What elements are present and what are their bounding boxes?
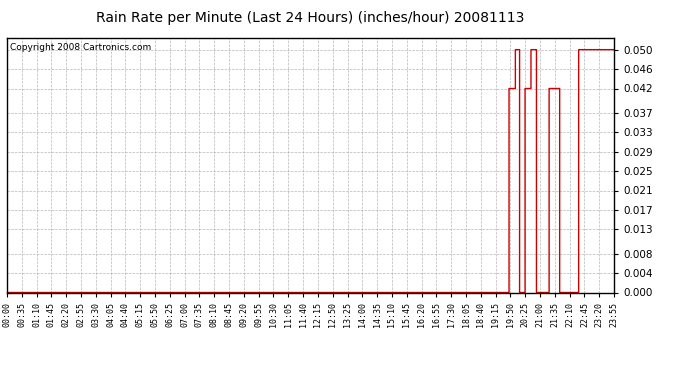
Text: Rain Rate per Minute (Last 24 Hours) (inches/hour) 20081113: Rain Rate per Minute (Last 24 Hours) (in… bbox=[97, 11, 524, 25]
Text: Copyright 2008 Cartronics.com: Copyright 2008 Cartronics.com bbox=[10, 43, 151, 52]
